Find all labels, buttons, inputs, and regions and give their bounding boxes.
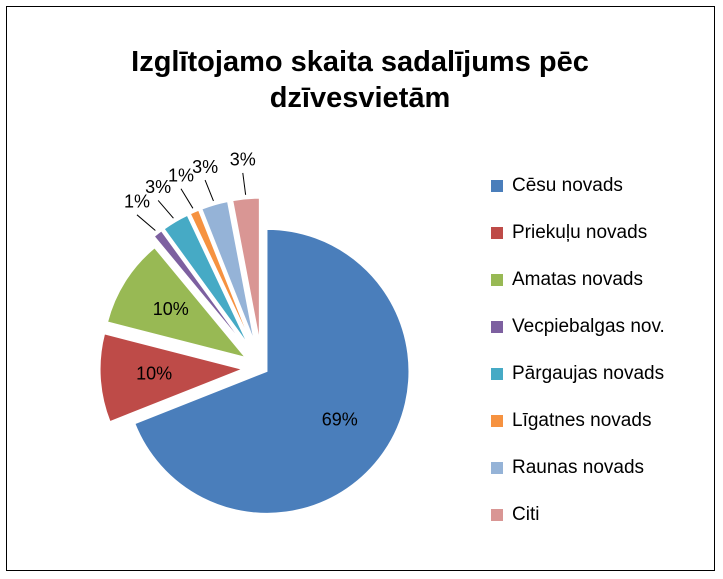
data-label: 1% xyxy=(124,192,150,212)
legend-label: Vecpiebalgas nov. xyxy=(512,316,665,337)
data-label: 3% xyxy=(145,177,171,197)
legend-swatch xyxy=(491,274,503,286)
legend-label: Pārgaujas novads xyxy=(512,363,664,384)
pie-slice xyxy=(153,230,246,347)
legend-label: Cēsu novads xyxy=(512,175,623,196)
pie-slice xyxy=(106,247,247,359)
pie-slice xyxy=(99,333,244,423)
data-label: 69% xyxy=(322,410,358,430)
legend-label: Līgatnes novads xyxy=(512,410,651,431)
legend-swatch xyxy=(491,509,503,521)
pie-slice xyxy=(163,214,249,345)
data-label: 3% xyxy=(230,150,256,170)
legend-label: Priekuļu novads xyxy=(512,222,647,243)
data-label: 3% xyxy=(192,157,218,177)
leader-line xyxy=(180,188,194,209)
data-label: 10% xyxy=(153,299,189,319)
data-label: 1% xyxy=(168,166,194,186)
chart-border xyxy=(6,6,715,571)
chart-title: Izglītojamo skaita sadalījums pēc dzīves… xyxy=(131,46,589,114)
leader-line xyxy=(204,179,214,202)
legend-swatch xyxy=(491,368,503,380)
data-label: 10% xyxy=(136,364,172,384)
pie-slice xyxy=(189,209,252,343)
pie-slice xyxy=(134,228,410,514)
legend-swatch xyxy=(491,462,503,474)
legend-swatch xyxy=(491,227,503,239)
pie-slice xyxy=(201,201,255,342)
legend-label: Citi xyxy=(512,504,539,525)
leader-line xyxy=(157,200,174,219)
legend-label: Raunas novads xyxy=(512,457,644,478)
legend-swatch xyxy=(491,321,503,333)
legend-label: Amatas novads xyxy=(512,269,643,290)
legend-swatch xyxy=(491,415,503,427)
legend-swatch xyxy=(491,180,503,192)
leader-line xyxy=(136,214,156,231)
pie-slice xyxy=(232,197,260,341)
leader-line xyxy=(242,172,247,195)
